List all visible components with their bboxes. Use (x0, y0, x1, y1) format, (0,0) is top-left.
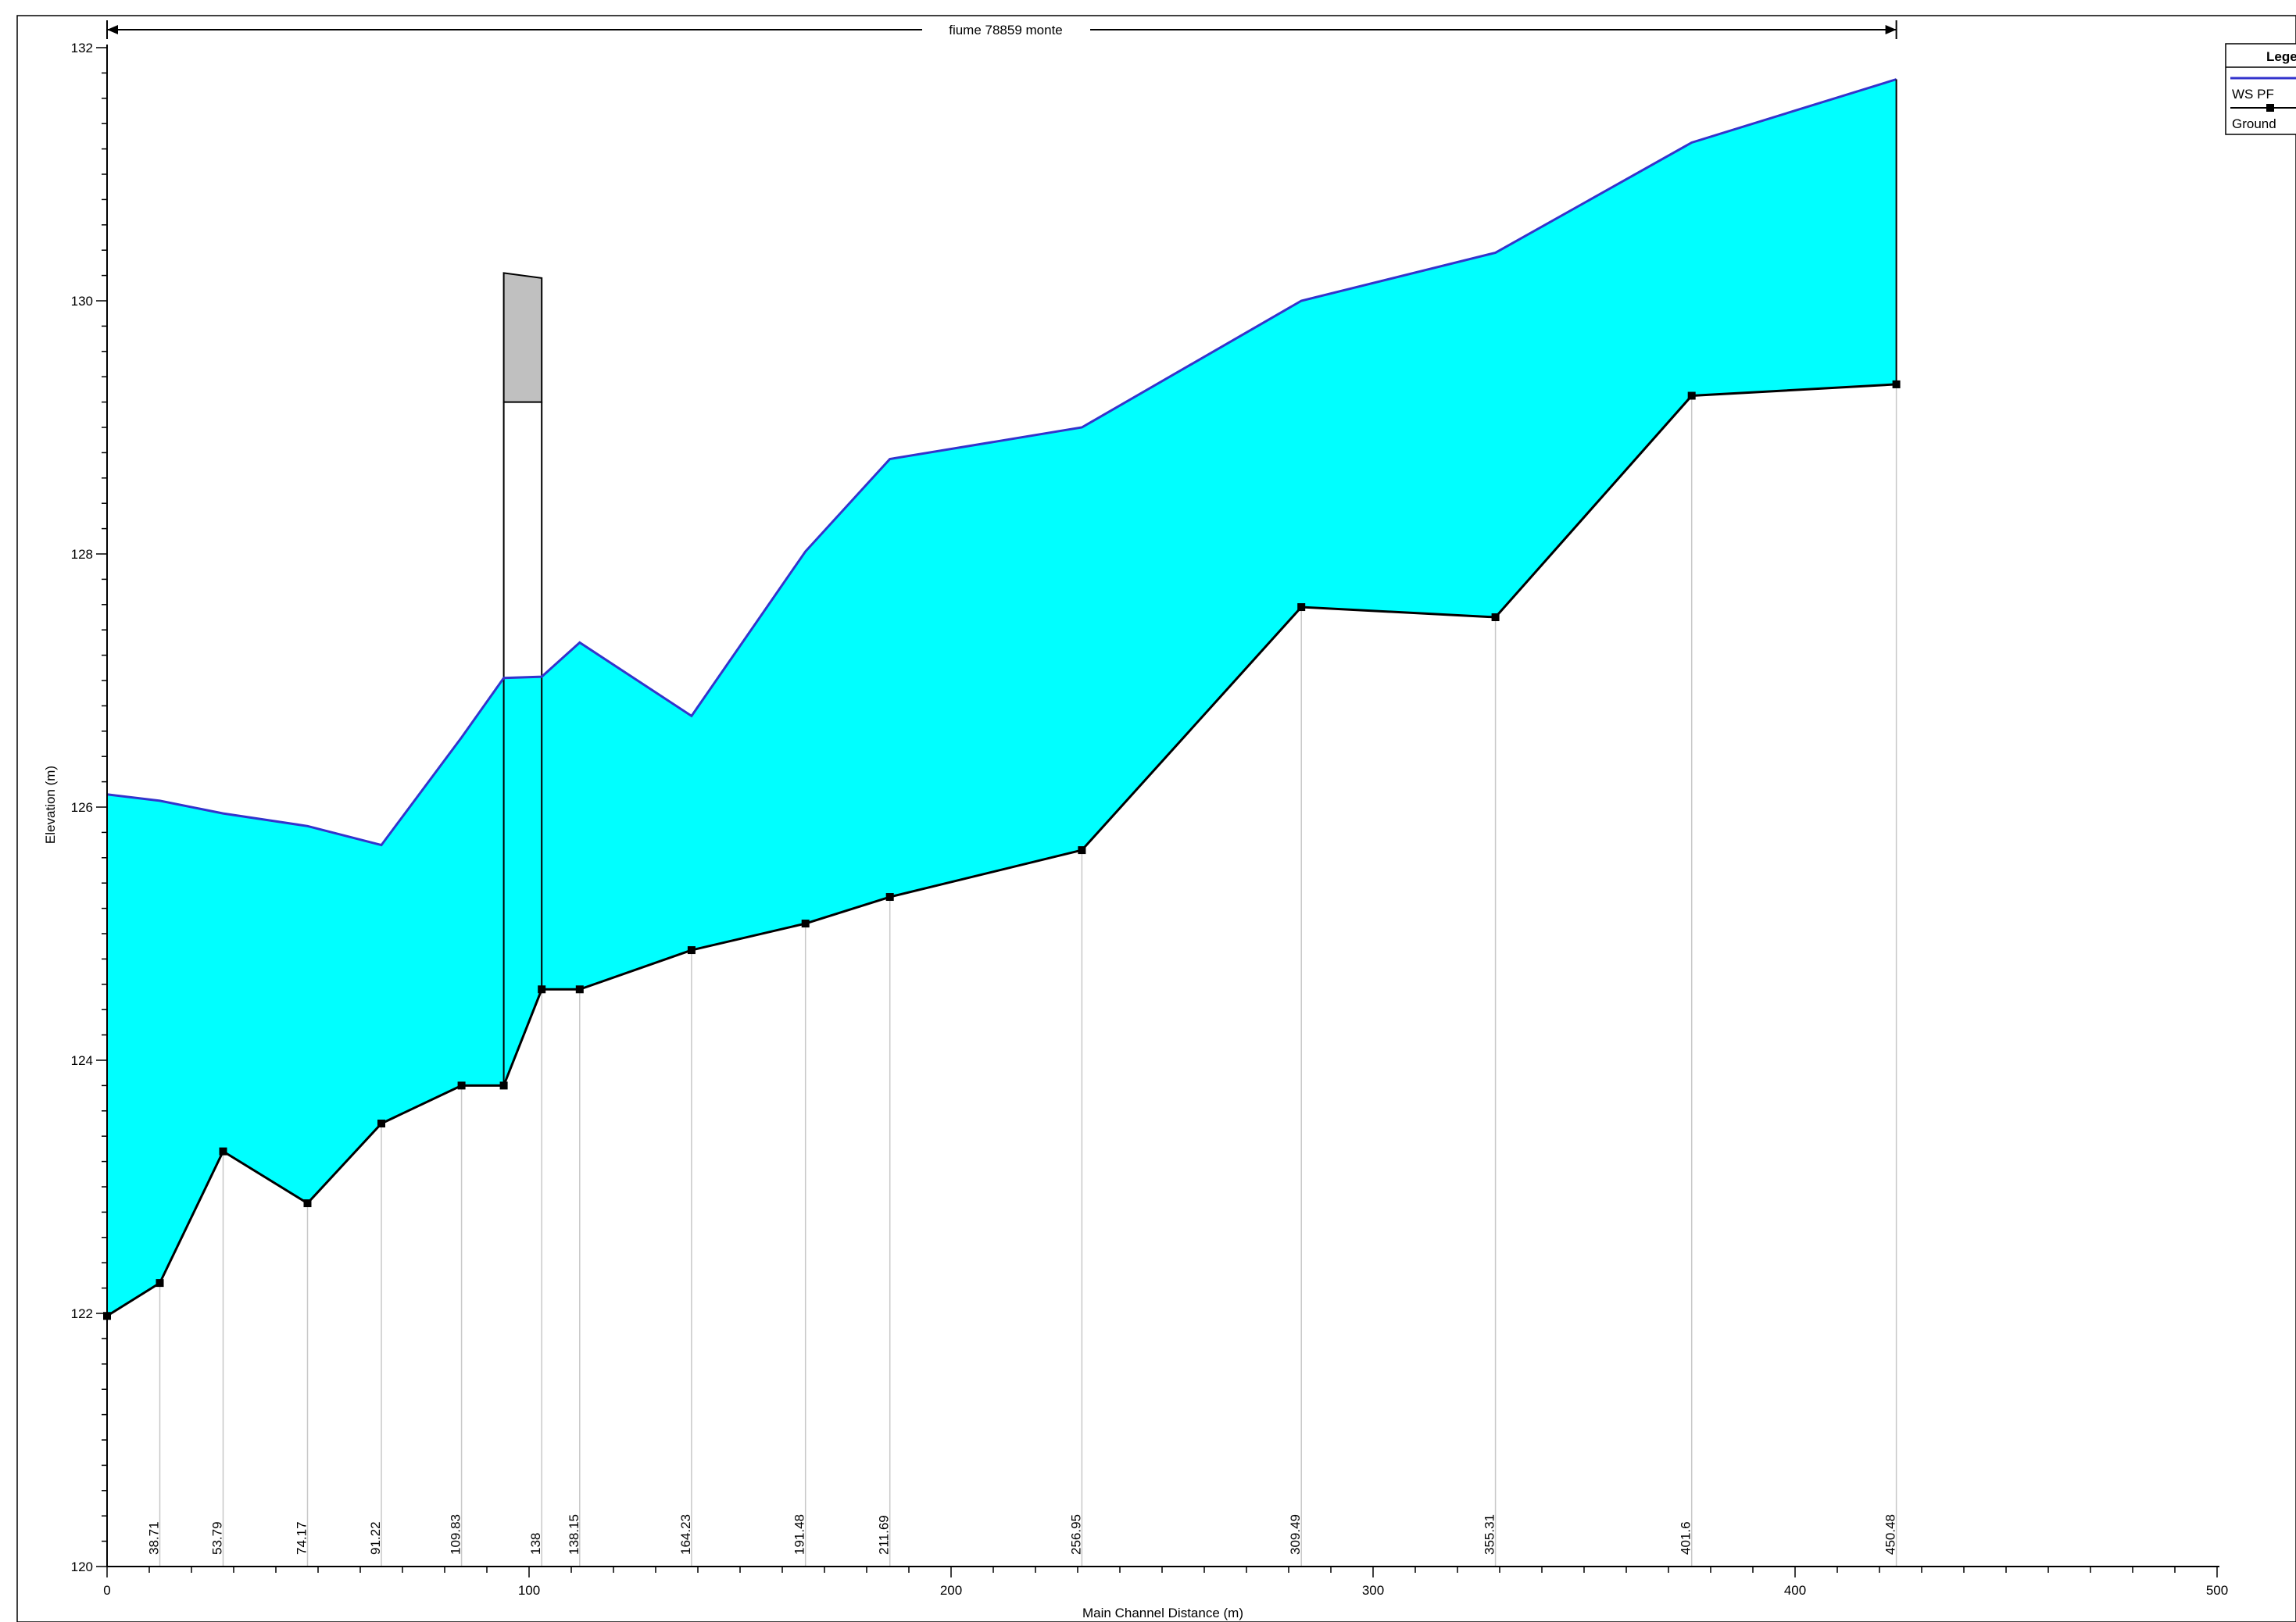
station-label-8: 191.48 (792, 1514, 807, 1555)
y-tick-label-128: 128 (71, 547, 93, 562)
reach-arrow-right (1885, 25, 1897, 34)
y-tick-label-120: 120 (71, 1559, 93, 1574)
legend-title: Legend (2266, 49, 2296, 64)
station-label-2: 74.17 (295, 1521, 309, 1555)
x-tick-label-300: 300 (1362, 1583, 1384, 1598)
bridge-deck (502, 272, 543, 403)
station-lines: 38.71 53.79 74.17 91.22 109.83 138 138.15 164.2… (147, 384, 1898, 1567)
legend-box (2225, 43, 2296, 135)
x-tick-label-500: 500 (2206, 1583, 2228, 1598)
series-lines (103, 78, 1901, 1320)
ground-point-10 (801, 920, 810, 928)
bridge-opening (503, 402, 542, 678)
x-axis-title: Main Channel Distance (m) (1082, 1606, 1243, 1620)
ground-point-12 (1078, 846, 1086, 855)
x-tick-label-400: 400 (1784, 1583, 1806, 1598)
station-label-9: 211.69 (877, 1515, 892, 1555)
y-axis-title: Elevation (m) (43, 766, 58, 844)
y-tick-label-130: 130 (71, 294, 93, 309)
ground-point-11 (885, 893, 894, 902)
x-tick-label-100: 100 (518, 1583, 540, 1598)
station-label-10: 256.95 (1068, 1514, 1083, 1555)
ground-point-15 (1687, 391, 1696, 400)
y-tick-label-126: 126 (71, 800, 93, 815)
y-tick-label-122: 122 (71, 1306, 93, 1321)
y-tick-label-132: 132 (71, 41, 93, 55)
ground-point-3 (303, 1199, 312, 1208)
reach-label: fiume 78859 monte (949, 23, 1063, 38)
ground-point-9 (687, 946, 696, 955)
ground-point-4 (377, 1120, 385, 1127)
reach-arrow-left (107, 25, 118, 34)
water-area (107, 79, 1897, 1317)
station-label-0: 38.71 (147, 1521, 162, 1555)
x-tick-label-0: 0 (103, 1583, 110, 1598)
legend-ground-marker (2266, 104, 2274, 112)
legend-entry-ws: WS PF (2232, 87, 2274, 102)
ws-pf-line (106, 78, 1897, 847)
bridge-structure (502, 272, 543, 1086)
legend: Legend WS PF Ground (2225, 43, 2296, 135)
station-label-13: 401.6 (1679, 1521, 1693, 1555)
water-area-layer (107, 79, 1897, 1317)
station-label-14: 450.48 (1883, 1514, 1898, 1555)
station-label-1: 53.79 (210, 1521, 225, 1555)
ground-point-13 (1297, 603, 1306, 612)
ground-point-7 (538, 985, 546, 994)
axes: 0 100 200 300 400 500 120 122 124 126 128 130 132 Mai… (43, 41, 2228, 1620)
station-label-6: 138.15 (567, 1514, 581, 1555)
ground-point-14 (1491, 613, 1500, 621)
plot-frame (16, 15, 2296, 1622)
x-tick-label-200: 200 (940, 1583, 962, 1598)
ground-point-16 (1892, 380, 1901, 388)
y-tick-label-124: 124 (71, 1053, 93, 1068)
station-label-5: 138 (528, 1533, 543, 1555)
station-label-3: 91.22 (368, 1521, 383, 1555)
ground-point-6 (499, 1081, 508, 1090)
ground-point-5 (457, 1081, 466, 1090)
station-label-7: 164.23 (678, 1514, 693, 1555)
station-label-11: 309.49 (1288, 1514, 1303, 1555)
ground-point-8 (575, 985, 584, 994)
station-label-12: 355.31 (1482, 1514, 1497, 1555)
ground-point-1 (156, 1279, 164, 1288)
legend-entry-ground: Ground (2232, 116, 2276, 131)
reach-bar: fiume 78859 monte (106, 20, 1897, 39)
ground-point-2 (219, 1147, 227, 1156)
station-label-4: 109.83 (449, 1514, 463, 1555)
